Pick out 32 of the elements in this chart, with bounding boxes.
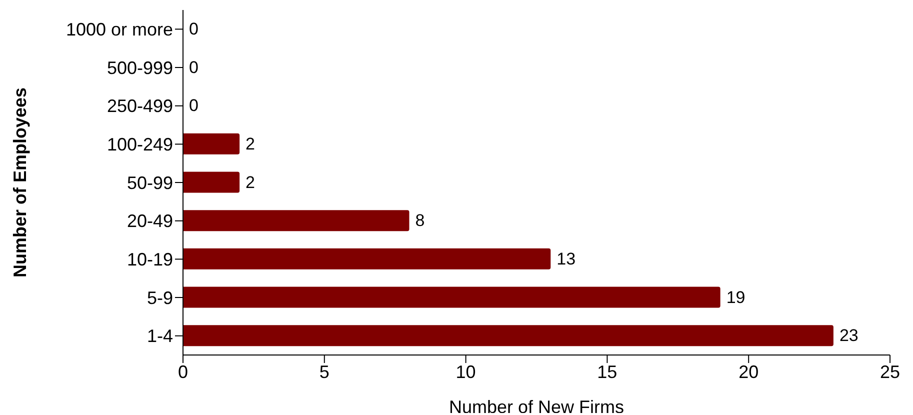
y-tick-label: 50-99	[126, 172, 173, 193]
data-label: 2	[246, 172, 256, 192]
y-tick-label: 10-19	[126, 250, 173, 270]
bar	[183, 286, 720, 308]
y-tick-label: 250-499	[106, 96, 173, 116]
y-axis-title: Number of Employees	[10, 87, 30, 278]
x-tick-label: 15	[597, 362, 618, 382]
y-tick-label: 5-9	[146, 288, 173, 308]
y-tick-label: 1000 or more	[66, 20, 173, 40]
x-tick-label: 20	[738, 362, 759, 382]
bar	[183, 210, 410, 232]
y-tick-label: 100-249	[106, 134, 173, 155]
y-tick-label: 500-999	[106, 58, 173, 78]
bar	[183, 248, 551, 270]
data-label: 19	[726, 288, 746, 307]
y-tick-label: 1-4	[146, 326, 173, 346]
data-label: 0	[189, 96, 198, 116]
data-label: 2	[246, 134, 256, 154]
data-label: 0	[189, 19, 198, 38]
bar	[183, 133, 240, 154]
data-label: 0	[189, 58, 198, 77]
x-axis-title: Number of New Firms	[448, 397, 624, 415]
data-label: 23	[839, 326, 858, 346]
x-tick-label: 5	[319, 362, 330, 382]
data-label: 13	[556, 249, 576, 268]
x-tick-label: 25	[880, 362, 900, 382]
x-tick-label: 10	[456, 362, 476, 382]
y-tick-label: 20-49	[126, 211, 173, 232]
data-label: 8	[415, 211, 425, 230]
x-tick-label: 0	[178, 362, 188, 382]
bar	[183, 172, 240, 193]
bar	[183, 325, 834, 346]
